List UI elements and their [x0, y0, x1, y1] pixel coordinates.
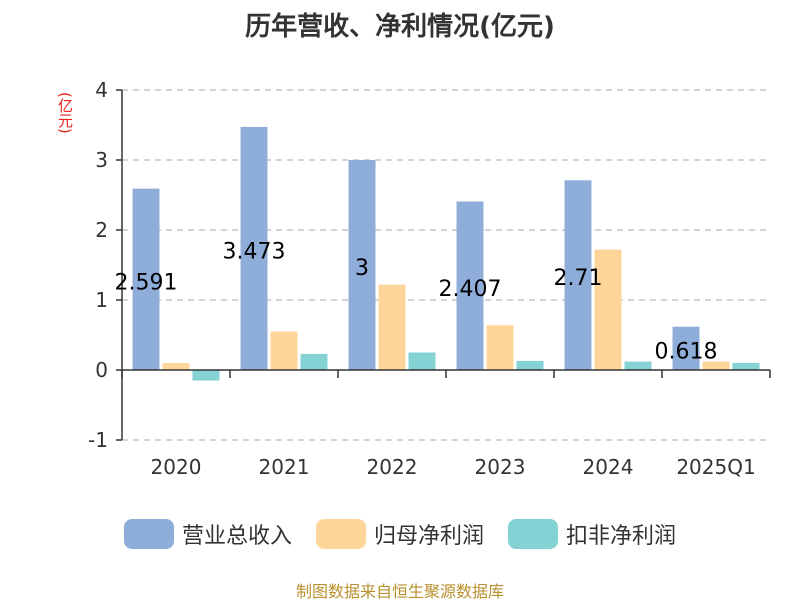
net-profit-bar [378, 284, 406, 370]
revenue-data-label: 2.591 [115, 270, 178, 295]
net-profit-bar [702, 361, 730, 370]
legend-swatch-non-recurring-profit [508, 519, 558, 549]
legend-item-net-profit[interactable]: 归母净利润 [315, 518, 484, 550]
revenue-data-label: 3 [355, 256, 369, 281]
revenue-data-label: 0.618 [655, 339, 718, 364]
net-profit-bar [162, 363, 190, 370]
legend-item-non-recurring-profit[interactable]: 扣非净利润 [508, 518, 676, 550]
y-axis-unit: (亿元) [56, 92, 74, 134]
y-tick-label: -1 [88, 428, 108, 452]
y-tick-label: 1 [95, 288, 108, 312]
data-source-note: 制图数据来自恒生聚源数据库 [295, 582, 504, 601]
revenue-bar [132, 188, 160, 370]
legend: 营业总收入 归母净利润 扣非净利润 [0, 518, 800, 550]
non-recurring-profit-bar [300, 353, 328, 370]
y-tick-label: 0 [95, 358, 108, 382]
legend-item-revenue[interactable]: 营业总收入 [123, 518, 292, 550]
net-profit-bar [270, 331, 298, 370]
chart-title: 历年营收、净利情况(亿元) [245, 12, 555, 42]
legend-label-net-profit: 归母净利润 [373, 524, 484, 549]
y-tick-label: 3 [95, 148, 108, 172]
non-recurring-profit-bar [732, 363, 760, 370]
revenue-bar [240, 126, 268, 370]
legend-label-revenue: 营业总收入 [181, 524, 292, 549]
legend-swatch-revenue [123, 519, 174, 549]
revenue-bar [456, 201, 484, 370]
net-profit-bar [594, 249, 622, 370]
non-recurring-profit-bar [624, 361, 652, 370]
x-tick-label: 2024 [583, 455, 634, 479]
legend-label-non-recurring-profit: 扣非净利润 [566, 524, 677, 549]
y-tick-label: 4 [95, 78, 108, 102]
revenue-data-label: 2.71 [554, 266, 603, 291]
x-tick-label: 2022 [367, 455, 418, 479]
revenue-bar [672, 326, 700, 370]
revenue-data-label: 3.473 [223, 239, 286, 264]
revenue-bar [564, 180, 592, 370]
x-tick-label: 2025Q1 [676, 455, 755, 479]
net-profit-bar [486, 325, 514, 370]
non-recurring-profit-bar [516, 360, 544, 370]
revenue-data-label: 2.407 [439, 277, 502, 302]
x-tick-label: 2023 [475, 455, 526, 479]
y-tick-label: 2 [95, 218, 108, 242]
non-recurring-profit-bar [408, 352, 436, 370]
legend-swatch-net-profit [315, 519, 366, 549]
non-recurring-profit-bar [192, 370, 220, 381]
x-tick-label: 2020 [151, 455, 202, 479]
x-tick-label: 2021 [259, 455, 310, 479]
revenue-bar [348, 160, 376, 370]
